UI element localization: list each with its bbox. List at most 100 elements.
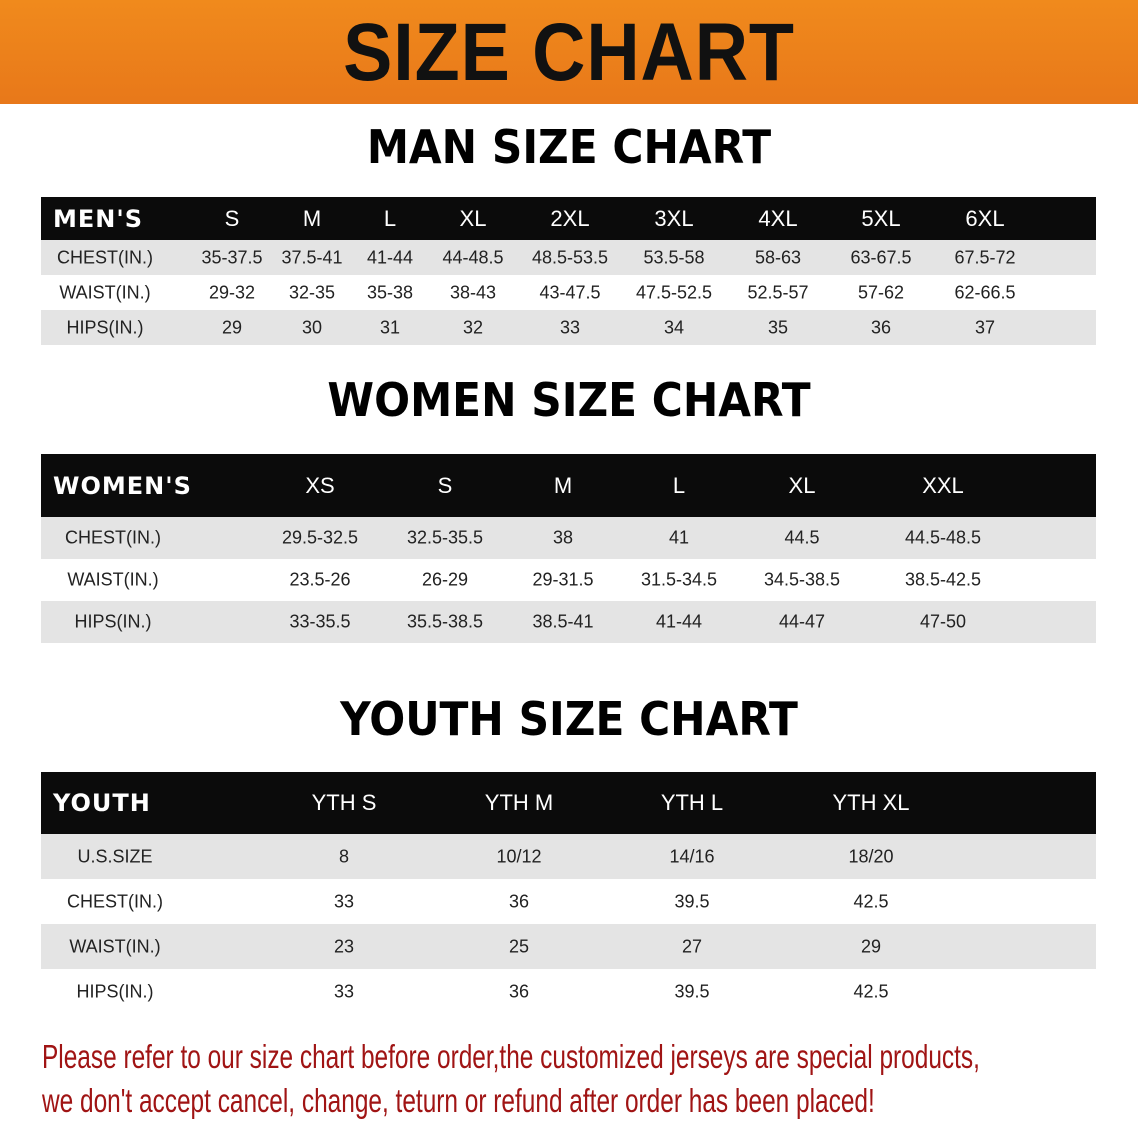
title-banner: SIZE CHART [0, 0, 1138, 104]
table-row: HIPS(IN.) 33 36 39.5 42.5 [41, 969, 1096, 1014]
measurement-value: 33 [559, 317, 581, 337]
men-section-title: MAN SIZE CHART [366, 120, 772, 174]
measurement-value: 39.5 [674, 981, 710, 1001]
table-row: CHEST(IN.) 33 36 39.5 42.5 [41, 879, 1096, 924]
size-header-cell: YTH XL [832, 790, 910, 815]
measurement-value: 29.5-32.5 [281, 527, 359, 548]
measurement-label: HIPS(IN.) [66, 317, 144, 337]
measurement-value: 44.5 [784, 527, 820, 548]
measurement-value: 44-48.5 [442, 247, 504, 267]
measurement-value: 44-47 [778, 611, 826, 632]
measurement-value: 41 [668, 527, 690, 548]
women-section-title: WOMEN SIZE CHART [327, 373, 811, 427]
measurement-value: 10/12 [496, 846, 542, 866]
table-row: HIPS(IN.) 29 30 31 32 33 34 35 36 37 [41, 310, 1096, 345]
measurement-value: 29 [221, 317, 243, 337]
measurement-value: 53.5-58 [643, 247, 705, 267]
size-header-cell: S [437, 472, 453, 498]
measurement-value: 34.5-38.5 [763, 569, 841, 590]
measurement-value: 62-66.5 [954, 282, 1016, 302]
measurement-value: 34 [663, 317, 685, 337]
table-row: WAIST(IN.) 29-32 32-35 35-38 38-43 43-47.5 47.… [41, 275, 1096, 310]
measurement-label: CHEST(IN.) [67, 891, 163, 911]
table-title-cell: YOUTH [53, 789, 151, 817]
size-header-cell: 3XL [654, 205, 694, 231]
measurement-value: 14/16 [669, 846, 715, 866]
footer-notice-line-2: we don't accept cancel, change, teturn o… [42, 1082, 875, 1119]
measurement-value: 44.5-48.5 [904, 527, 982, 548]
measurement-value: 36 [870, 317, 892, 337]
table-title-cell: WOMEN'S [53, 471, 192, 500]
youth-header-row: YOUTH YTH S YTH M YTH L YTH XL [41, 772, 1096, 834]
measurement-value: 35.5-38.5 [406, 611, 484, 632]
measurement-value: 27 [681, 936, 703, 956]
table-row: U.S.SIZE 8 10/12 14/16 18/20 [41, 834, 1096, 879]
men-header-row: MEN'S S M L XL 2XL 3XL 4XL 5XL 6XL [41, 197, 1096, 240]
measurement-label: WAIST(IN.) [59, 282, 151, 302]
size-header-cell: XS [305, 472, 335, 498]
measurement-value: 29 [860, 936, 882, 956]
table-row: WAIST(IN.) 23.5-26 26-29 29-31.5 31.5-34.5 34… [41, 559, 1096, 601]
size-header-cell: L [383, 205, 397, 231]
youth-section-title: YOUTH SIZE CHART [340, 692, 798, 746]
measurement-value: 33 [333, 981, 355, 1001]
measurement-value: 33-35.5 [289, 611, 351, 632]
table-row: CHEST(IN.) 29.5-32.5 32.5-35.5 38 41 44.5 44.5… [41, 517, 1096, 559]
men-size-table: MEN'S S M L XL 2XL 3XL 4XL 5XL 6XL CHEST(IN.) 35-37… [41, 197, 1096, 345]
size-header-cell: XL [788, 472, 816, 498]
measurement-value: 32-35 [288, 282, 336, 302]
measurement-value: 38.5-42.5 [904, 569, 982, 590]
size-header-cell: XL [459, 205, 487, 231]
size-header-cell: L [672, 472, 686, 498]
measurement-value: 41-44 [655, 611, 703, 632]
measurement-value: 26-29 [421, 569, 469, 590]
measurement-label: WAIST(IN.) [69, 936, 161, 956]
size-header-cell: S [224, 205, 240, 231]
measurement-value: 39.5 [674, 891, 710, 911]
measurement-value: 33 [333, 891, 355, 911]
table-title-cell: MEN'S [53, 204, 143, 233]
measurement-value: 42.5 [853, 981, 889, 1001]
measurement-value: 47-50 [919, 611, 967, 632]
table-row: CHEST(IN.) 35-37.5 37.5-41 41-44 44-48.5 48.5… [41, 240, 1096, 275]
measurement-label: WAIST(IN.) [67, 569, 159, 590]
women-header-row: WOMEN'S XS S M L XL XXL [41, 454, 1096, 517]
size-header-cell: M [553, 472, 573, 498]
size-header-cell: 6XL [965, 205, 1005, 231]
measurement-value: 23 [333, 936, 355, 956]
size-header-cell: YTH S [311, 790, 377, 815]
banner-title: SIZE CHART [343, 7, 795, 98]
measurement-label: CHEST(IN.) [65, 527, 161, 548]
measurement-value: 29-31.5 [532, 569, 594, 590]
measurement-value: 8 [338, 846, 350, 866]
measurement-value: 23.5-26 [289, 569, 351, 590]
size-header-cell: 2XL [550, 205, 590, 231]
measurement-value: 52.5-57 [747, 282, 809, 302]
measurement-value: 43-47.5 [539, 282, 601, 302]
size-header-cell: YTH M [484, 790, 554, 815]
size-header-cell: YTH L [660, 790, 724, 815]
size-header-cell: 4XL [758, 205, 798, 231]
measurement-value: 35 [767, 317, 789, 337]
measurement-value: 35-38 [366, 282, 414, 302]
measurement-value: 32 [462, 317, 484, 337]
measurement-value: 47.5-52.5 [635, 282, 713, 302]
measurement-label: HIPS(IN.) [76, 981, 154, 1001]
measurement-value: 31.5-34.5 [640, 569, 718, 590]
measurement-value: 57-62 [857, 282, 905, 302]
measurement-value: 58-63 [754, 247, 802, 267]
measurement-value: 37 [974, 317, 996, 337]
measurement-value: 29-32 [208, 282, 256, 302]
measurement-value: 37.5-41 [281, 247, 343, 267]
table-row: HIPS(IN.) 33-35.5 35.5-38.5 38.5-41 41-44 44-… [41, 601, 1096, 643]
size-header-cell: XXL [922, 472, 964, 498]
measurement-value: 38.5-41 [532, 611, 594, 632]
measurement-value: 63-67.5 [850, 247, 912, 267]
measurement-label: HIPS(IN.) [74, 611, 152, 632]
measurement-value: 35-37.5 [201, 247, 263, 267]
measurement-label: U.S.SIZE [77, 846, 153, 866]
measurement-value: 41-44 [366, 247, 414, 267]
measurement-value: 42.5 [853, 891, 889, 911]
measurement-value: 36 [508, 981, 530, 1001]
size-header-cell: 5XL [861, 205, 901, 231]
